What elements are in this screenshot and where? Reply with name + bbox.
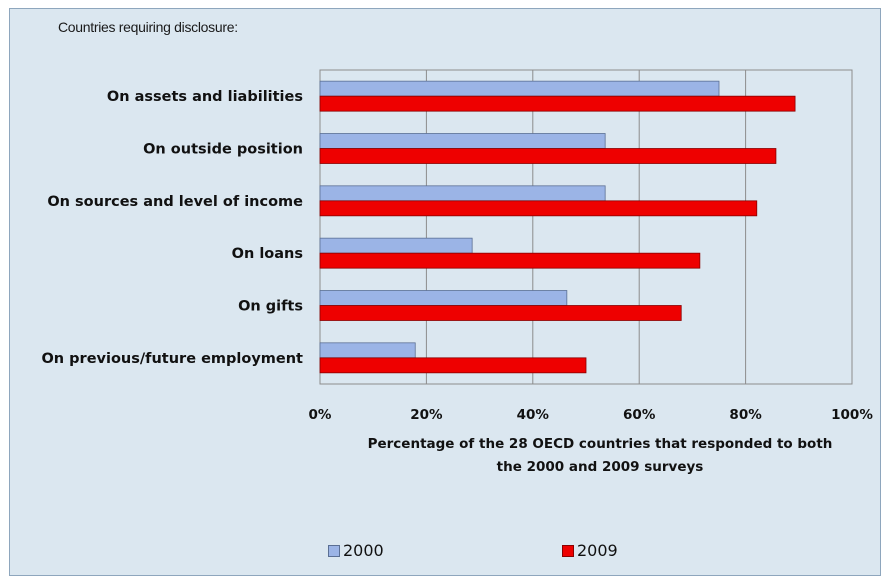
x-tick-label: 0% [309,407,332,423]
x-tick-labels: 0% 20% 40% 60% 80% 100% [309,407,874,423]
x-axis-title-line: Percentage of the 28 OECD countries that… [367,436,833,452]
legend-label-2000: 2000 [343,541,384,560]
category-label: On previous/future employment [41,351,303,367]
bars [319,80,796,374]
bar-2009 [319,357,587,374]
plot-area [319,69,853,385]
bar-2000 [319,133,606,149]
bar-2009 [319,148,777,164]
legend-swatch-2000 [328,544,340,557]
x-tick-label: 60% [623,407,656,423]
bar-2009 [319,252,701,269]
legend-swatch-2009 [562,544,574,557]
bar-2000 [319,342,416,359]
x-axis-title-line: the 2000 and 2009 surveys [496,459,704,475]
x-tick-label: 40% [517,407,550,423]
x-tick-label: 80% [729,407,762,423]
category-label: On gifts [238,299,303,315]
bar-2009 [319,200,758,217]
category-label: On outside position [143,142,303,158]
bar-2009 [319,95,796,112]
x-tick-label: 100% [831,407,873,423]
x-axis-title: Percentage of the 28 OECD countries that… [320,433,880,479]
legend-label-2009: 2009 [577,541,618,560]
x-tick-label: 20% [410,407,443,423]
category-labels: On assets and liabilities On outside posi… [41,89,303,367]
category-label: On loans [232,246,303,262]
bar-2009 [319,305,682,321]
bar-2000 [319,237,473,254]
grid-lines [425,70,747,384]
bar-2000 [319,80,720,97]
category-label: On assets and liabilities [107,89,303,105]
bar-2000 [319,290,568,306]
legend-item-2009: 2009 [562,541,618,560]
chart-note: Countries requiring disclosure: [58,19,238,35]
legend-item-2000: 2000 [328,541,384,560]
bar-2000 [319,185,606,202]
category-label: On sources and level of income [47,194,303,210]
